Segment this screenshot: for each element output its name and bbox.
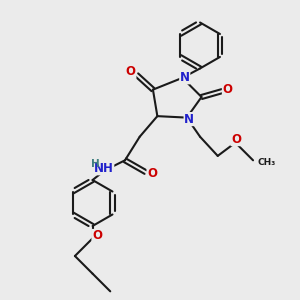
Text: N: N	[184, 112, 194, 126]
Text: O: O	[231, 133, 241, 146]
Text: O: O	[147, 167, 157, 180]
Text: H: H	[91, 159, 100, 169]
Text: O: O	[222, 83, 233, 96]
Text: CH₃: CH₃	[257, 158, 276, 167]
Text: O: O	[92, 230, 102, 242]
Text: O: O	[126, 65, 136, 79]
Text: NH: NH	[94, 162, 114, 175]
Text: N: N	[180, 71, 190, 84]
